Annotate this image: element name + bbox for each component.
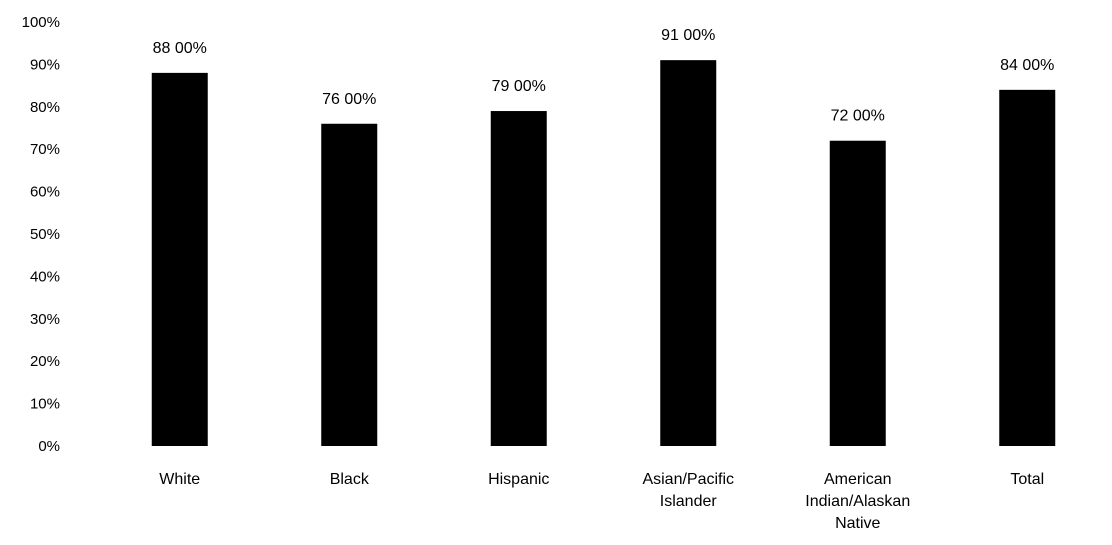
y-tick-label: 50% xyxy=(30,226,60,243)
x-category-label: Asian/Pacific xyxy=(642,471,734,488)
x-category-label: Indian/Alaskan xyxy=(805,493,910,510)
y-tick-label: 10% xyxy=(30,396,60,413)
y-tick-label: 70% xyxy=(30,141,60,158)
data-label: 72 00% xyxy=(831,108,885,125)
bar xyxy=(151,72,208,446)
x-category-label: White xyxy=(159,471,200,488)
data-labels: 88 00% 76 00% 79 00% 91 00% 72 00% 84 00% xyxy=(153,27,1055,125)
bar xyxy=(490,111,547,446)
data-label: 91 00% xyxy=(661,27,715,44)
data-label: 76 00% xyxy=(322,91,376,108)
y-tick-label: 30% xyxy=(30,311,60,328)
y-tick-label: 80% xyxy=(30,99,60,116)
y-axis: 0% 10% 20% 30% 40% 50% 60% 70% 80% 90% 100% xyxy=(22,14,60,455)
bar xyxy=(660,60,717,446)
data-label: 79 00% xyxy=(492,78,546,95)
data-label: 88 00% xyxy=(153,40,207,57)
x-axis: White Black Hispanic Asian/Pacific Islander A… xyxy=(159,471,1044,532)
y-tick-label: 20% xyxy=(30,353,60,370)
y-tick-label: 100% xyxy=(22,14,60,31)
x-category-label: Native xyxy=(835,515,880,532)
x-category-label: Black xyxy=(330,471,370,488)
y-tick-label: 0% xyxy=(38,438,60,455)
bar xyxy=(321,123,378,446)
y-tick-label: 40% xyxy=(30,268,60,285)
y-tick-label: 60% xyxy=(30,184,60,201)
x-category-label: Hispanic xyxy=(488,471,549,488)
bar xyxy=(829,140,886,446)
x-category-label: Total xyxy=(1010,471,1044,488)
x-category-label: American xyxy=(824,471,892,488)
bar xyxy=(999,89,1056,446)
data-label: 84 00% xyxy=(1000,57,1054,74)
x-category-label: Islander xyxy=(660,493,718,510)
bars xyxy=(151,60,1056,446)
y-tick-label: 90% xyxy=(30,56,60,73)
